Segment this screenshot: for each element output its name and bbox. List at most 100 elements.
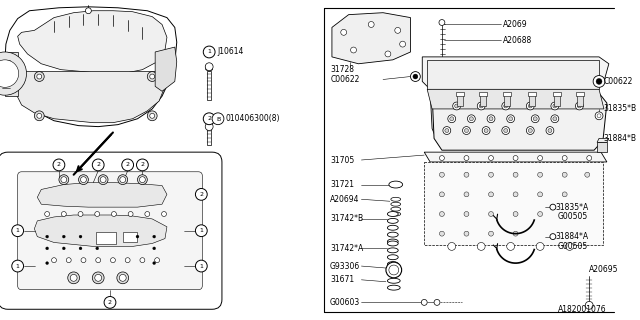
Polygon shape [432, 93, 607, 150]
Circle shape [482, 127, 490, 134]
Circle shape [61, 212, 67, 216]
Circle shape [95, 212, 100, 216]
Circle shape [538, 156, 543, 161]
Circle shape [395, 28, 401, 33]
Circle shape [61, 177, 67, 183]
Circle shape [45, 212, 49, 216]
Circle shape [562, 192, 567, 197]
Ellipse shape [387, 232, 398, 237]
Bar [123, 232, 136, 242]
Ellipse shape [387, 285, 400, 290]
Text: 2: 2 [57, 163, 61, 167]
Polygon shape [5, 7, 177, 127]
Text: G93306: G93306 [330, 261, 360, 270]
Circle shape [0, 52, 26, 95]
Circle shape [81, 177, 86, 183]
Text: 31884*A: 31884*A [556, 232, 589, 241]
Circle shape [389, 265, 399, 275]
Circle shape [562, 156, 567, 161]
Circle shape [509, 117, 513, 121]
Text: 2: 2 [207, 116, 211, 121]
Polygon shape [597, 138, 609, 142]
Bar [529, 94, 535, 106]
Circle shape [536, 243, 544, 250]
Circle shape [37, 74, 42, 79]
Circle shape [440, 156, 444, 161]
Text: A20688: A20688 [503, 36, 532, 45]
Ellipse shape [389, 181, 403, 188]
Text: A20695: A20695 [589, 266, 619, 275]
Circle shape [12, 260, 24, 272]
Text: A2069: A2069 [503, 20, 527, 29]
Text: C00622: C00622 [331, 75, 360, 84]
Circle shape [526, 127, 534, 134]
Circle shape [212, 113, 224, 125]
Bar [479, 92, 487, 96]
Circle shape [467, 115, 476, 123]
Circle shape [67, 258, 71, 263]
Circle shape [464, 172, 469, 177]
Ellipse shape [387, 241, 398, 246]
Text: G00603: G00603 [330, 298, 360, 307]
Circle shape [575, 102, 583, 110]
Circle shape [546, 127, 554, 134]
Circle shape [150, 74, 155, 79]
Circle shape [438, 78, 445, 85]
Text: 31884*B: 31884*B [603, 134, 636, 143]
Circle shape [117, 272, 129, 284]
Circle shape [98, 175, 108, 185]
Ellipse shape [387, 212, 398, 216]
Circle shape [111, 258, 115, 263]
Ellipse shape [391, 202, 401, 206]
Text: 2: 2 [108, 300, 112, 305]
Circle shape [477, 243, 485, 250]
Circle shape [529, 104, 532, 108]
Circle shape [488, 156, 493, 161]
Circle shape [136, 235, 139, 238]
Circle shape [351, 47, 356, 53]
Circle shape [513, 156, 518, 161]
Circle shape [513, 231, 518, 236]
Circle shape [551, 115, 559, 123]
Polygon shape [18, 11, 167, 74]
Circle shape [454, 104, 459, 108]
Circle shape [440, 172, 444, 177]
Circle shape [465, 129, 468, 132]
Bar [96, 232, 116, 244]
Circle shape [140, 177, 145, 183]
Text: 31705: 31705 [330, 156, 354, 164]
Ellipse shape [387, 278, 400, 283]
Circle shape [533, 117, 537, 121]
Bar [207, 71, 211, 100]
FancyBboxPatch shape [18, 172, 202, 290]
Circle shape [153, 262, 156, 265]
Polygon shape [424, 152, 607, 162]
Circle shape [434, 300, 440, 305]
Circle shape [538, 192, 543, 197]
Text: 31728: 31728 [330, 65, 354, 74]
Circle shape [595, 112, 603, 120]
Text: 31742*B: 31742*B [330, 214, 363, 223]
Circle shape [488, 212, 493, 216]
Circle shape [464, 192, 469, 197]
FancyBboxPatch shape [0, 152, 222, 309]
Text: G00505: G00505 [558, 212, 588, 221]
Circle shape [122, 159, 134, 171]
Text: 2: 2 [199, 192, 204, 197]
Circle shape [464, 212, 469, 216]
Text: 31835*B: 31835*B [603, 104, 636, 113]
Circle shape [450, 117, 454, 121]
Polygon shape [332, 13, 410, 64]
Ellipse shape [387, 239, 398, 244]
Circle shape [507, 243, 515, 250]
Circle shape [463, 127, 470, 134]
Circle shape [504, 129, 508, 132]
Circle shape [477, 102, 485, 110]
Circle shape [507, 115, 515, 123]
Polygon shape [427, 60, 599, 89]
Circle shape [155, 258, 159, 263]
Circle shape [45, 262, 49, 265]
Circle shape [35, 111, 44, 121]
Polygon shape [430, 91, 601, 140]
Circle shape [577, 104, 581, 108]
